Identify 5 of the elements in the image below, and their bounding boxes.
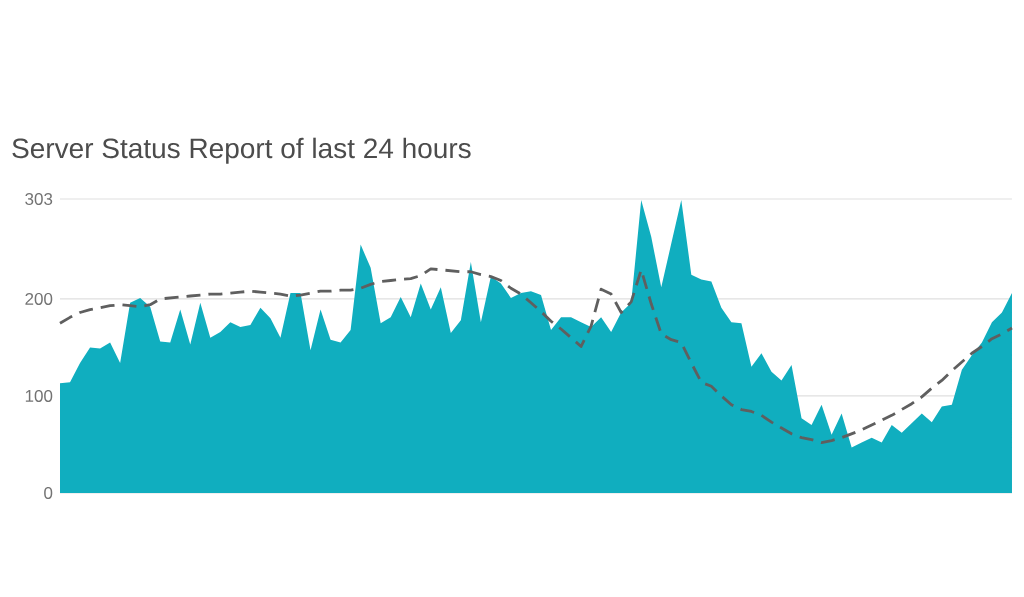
y-tick-label: 200 [25, 292, 53, 305]
y-tick-label: 100 [25, 389, 53, 402]
chart-title: Server Status Report of last 24 hours [12, 137, 471, 164]
y-tick-label: 303 [25, 192, 53, 205]
y-tick-label: 0 [44, 486, 53, 499]
